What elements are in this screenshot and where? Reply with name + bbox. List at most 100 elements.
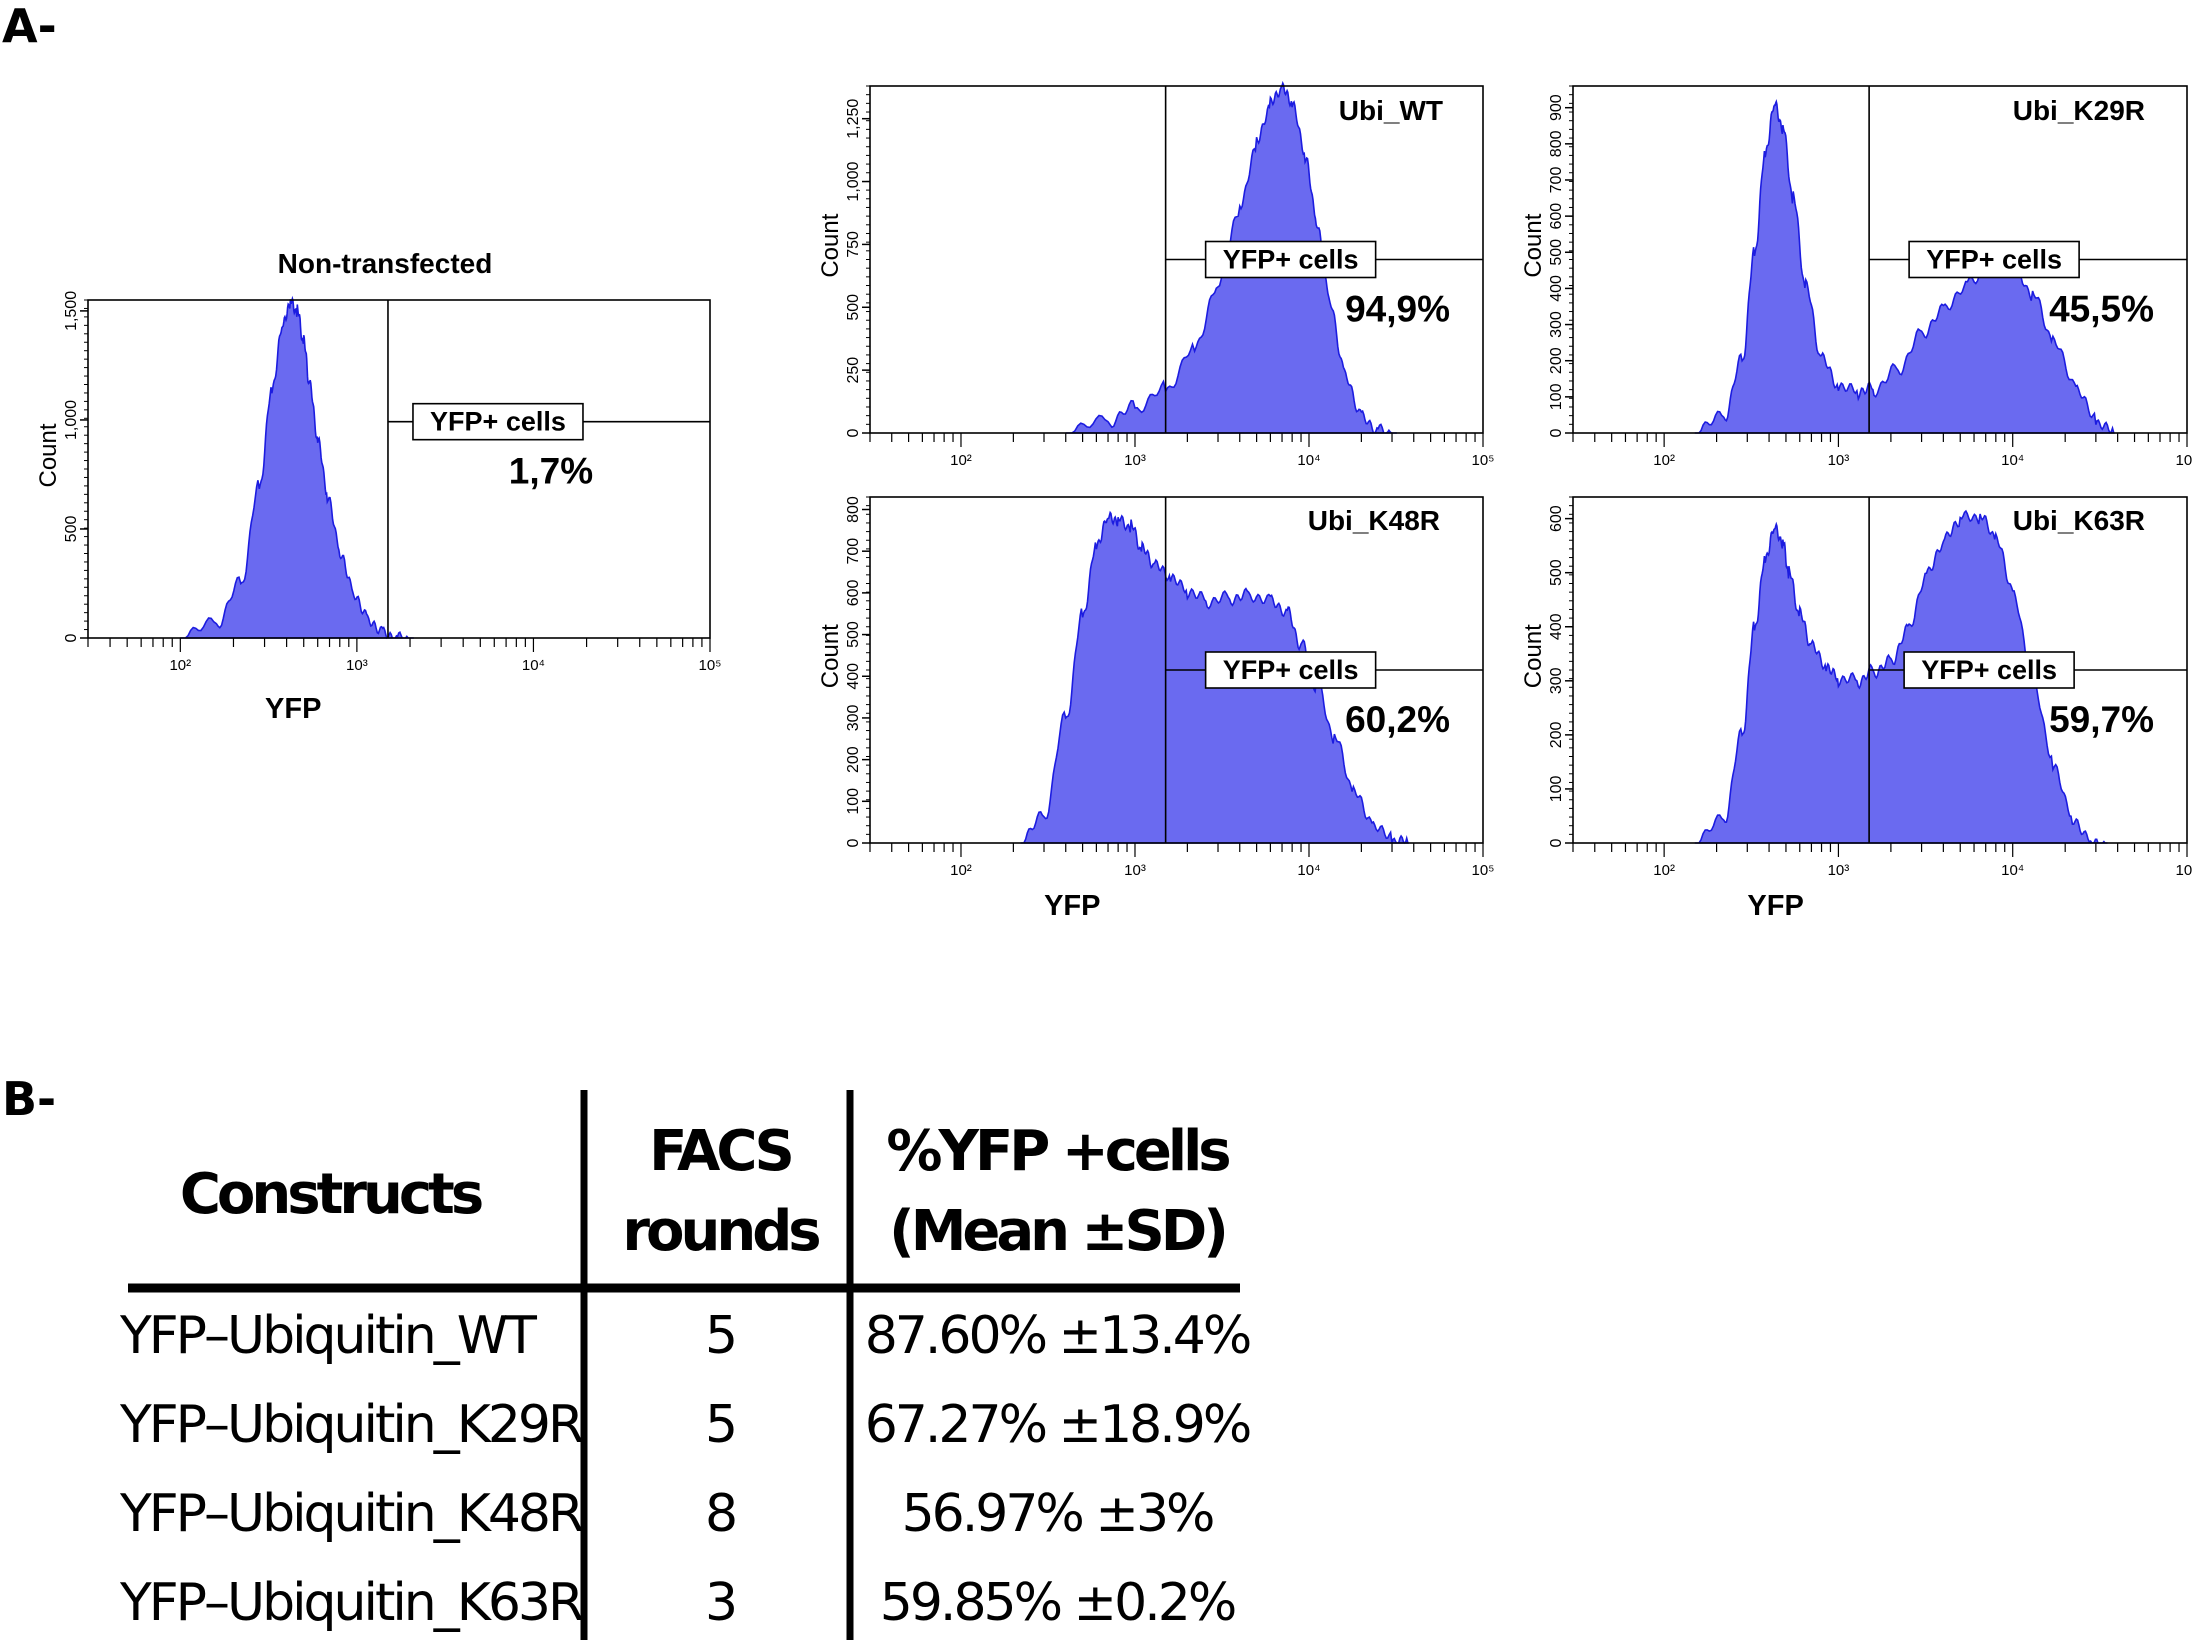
- x-tick-label: 10³: [1828, 452, 1850, 469]
- histogram-3: YFP+ cells 45,5% Ubi_K29R 0 100 200 300 400 500 6…: [1520, 85, 2192, 469]
- plot-title: Ubi_K29R: [2013, 95, 2145, 126]
- y-tick-label: 600: [1548, 505, 1565, 532]
- plot-title: Ubi_K63R: [2013, 505, 2145, 536]
- y-tick-label: 300: [1548, 311, 1565, 338]
- gate-label: YFP+ cells: [1223, 655, 1359, 685]
- x-tick-label: 10⁵: [1472, 452, 1495, 469]
- x-tick-label: 10⁵: [699, 657, 722, 674]
- y-tick-label: 500: [845, 621, 862, 648]
- y-axis-label: Count: [817, 624, 844, 688]
- y-tick-label: 200: [1548, 347, 1565, 374]
- histogram-panels: YFP+ cells 1,7% Non-transfected 0 500 1,000 1,…: [35, 80, 2192, 922]
- x-tick-label: 10³: [1124, 862, 1146, 879]
- x-tick-label: 10²: [1653, 452, 1675, 469]
- header-pct-line2: (Mean ±SD): [889, 1199, 1225, 1264]
- y-tick-label: 0: [1548, 838, 1565, 847]
- row-1-construct: YFP–Ubiquitin_WT: [119, 1306, 537, 1366]
- row-3-rounds: 8: [705, 1484, 735, 1544]
- histogram-area: [180, 295, 414, 640]
- y-tick-label: 700: [845, 538, 862, 565]
- gate-percent: 60,2%: [1345, 699, 1450, 740]
- y-tick-label: 700: [1548, 167, 1565, 194]
- x-tick-label: 10⁴: [2001, 862, 2024, 879]
- x-tick-label: 10²: [950, 862, 972, 879]
- x-tick-label: 10³: [346, 657, 368, 674]
- y-axis-label: Count: [1520, 624, 1547, 688]
- x-tick-label: 10²: [950, 452, 972, 469]
- y-tick-label: 1,000: [63, 400, 80, 440]
- y-tick-label: 400: [1548, 613, 1565, 640]
- histogram-5: YFP+ cells 59,7% Ubi_K63R 0 100 200 300 400 500 6…: [1520, 496, 2192, 922]
- y-tick-label: 500: [845, 294, 862, 321]
- histogram-1: YFP+ cells 1,7% Non-transfected 0 500 1,000 1,…: [35, 248, 721, 725]
- y-tick-label: 200: [845, 746, 862, 773]
- y-tick-label: 1,500: [63, 291, 80, 331]
- x-tick-label: 10⁴: [1297, 452, 1320, 469]
- x-tick-label: 10²: [169, 657, 191, 674]
- gate-label: YFP+ cells: [1926, 245, 2062, 275]
- plot-frame: [87, 299, 711, 639]
- y-tick-label: 100: [1548, 775, 1565, 802]
- x-tick-label: 10⁵: [2176, 452, 2192, 469]
- header-constructs: Constructs: [180, 1162, 482, 1227]
- gate-label-box: [1908, 240, 2080, 279]
- histogram-2: YFP+ cells 94,9% Ubi_WT 0 250 500 750 1,000 1,25…: [817, 80, 1495, 469]
- y-tick-label: 400: [1548, 275, 1565, 302]
- y-tick-label: 0: [845, 838, 862, 847]
- gate-label: YFP+ cells: [1921, 655, 2057, 685]
- y-axis-label: Count: [817, 213, 844, 277]
- y-tick-label: 800: [1548, 130, 1565, 157]
- y-tick-label: 900: [1548, 94, 1565, 121]
- summary-table: Constructs FACS rounds %YFP +cells (Mean…: [119, 1090, 1253, 1640]
- x-tick-label: 10³: [1124, 452, 1146, 469]
- y-tick-label: 0: [63, 633, 80, 642]
- gate-label: YFP+ cells: [1223, 245, 1359, 275]
- y-tick-label: 100: [845, 788, 862, 815]
- row-3-construct: YFP–Ubiquitin_K48R: [119, 1484, 583, 1544]
- y-axis-label: Count: [1520, 213, 1547, 277]
- y-tick-label: 500: [1548, 559, 1565, 586]
- row-3-pct: 56.97% ±3%: [902, 1484, 1213, 1544]
- y-tick-label: 0: [845, 428, 862, 437]
- gate-percent: 45,5%: [2049, 289, 2154, 330]
- gate-label-box: [1903, 651, 2075, 689]
- y-axis-label: Count: [35, 423, 62, 487]
- header-rounds-line2: rounds: [622, 1199, 819, 1264]
- x-tick-label: 10⁴: [522, 657, 545, 674]
- gate-percent: 94,9%: [1345, 289, 1450, 330]
- y-tick-label: 100: [1548, 383, 1565, 410]
- y-tick-label: 500: [63, 516, 80, 543]
- x-tick-label: 10⁴: [1297, 862, 1320, 879]
- gate-label-box: [412, 402, 584, 441]
- y-tick-label: 800: [845, 496, 862, 523]
- row-4-rounds: 3: [705, 1573, 735, 1633]
- y-tick-label: 750: [845, 231, 862, 258]
- plot-title: Ubi_K48R: [1308, 505, 1440, 536]
- y-tick-label: 0: [1548, 428, 1565, 437]
- gate-percent: 1,7%: [509, 451, 593, 492]
- header-pct-line1: %YFP +cells: [886, 1119, 1229, 1184]
- histogram-4: YFP+ cells 60,2% Ubi_K48R 0 100 200 300 400 500 6…: [817, 496, 1494, 922]
- row-2-pct: 67.27% ±18.9%: [865, 1395, 1250, 1455]
- gate-label-box: [1204, 240, 1377, 279]
- x-tick-label: 10³: [1828, 862, 1850, 879]
- y-tick-label: 250: [845, 357, 862, 384]
- y-tick-label: 1,000: [845, 161, 862, 201]
- gate-label-box: [1204, 651, 1377, 689]
- x-tick-label: 10⁵: [1472, 862, 1495, 879]
- y-tick-label: 600: [845, 579, 862, 606]
- x-axis-label: YFP: [265, 693, 321, 725]
- row-2-construct: YFP–Ubiquitin_K29R: [119, 1395, 583, 1455]
- x-axis-label: YFP: [1044, 890, 1100, 922]
- y-tick-label: 600: [1548, 203, 1565, 230]
- row-4-construct: YFP–Ubiquitin_K63R: [119, 1573, 583, 1633]
- plot-title: Ubi_WT: [1339, 95, 1443, 126]
- panel-a-label: A-: [2, 0, 57, 53]
- y-tick-label: 300: [1548, 667, 1565, 694]
- y-tick-label: 500: [1548, 239, 1565, 266]
- header-rounds-line1: FACS: [649, 1119, 791, 1184]
- row-1-pct: 87.60% ±13.4%: [865, 1306, 1250, 1366]
- histogram-area: [1694, 99, 2115, 435]
- x-tick-label: 10²: [1653, 862, 1675, 879]
